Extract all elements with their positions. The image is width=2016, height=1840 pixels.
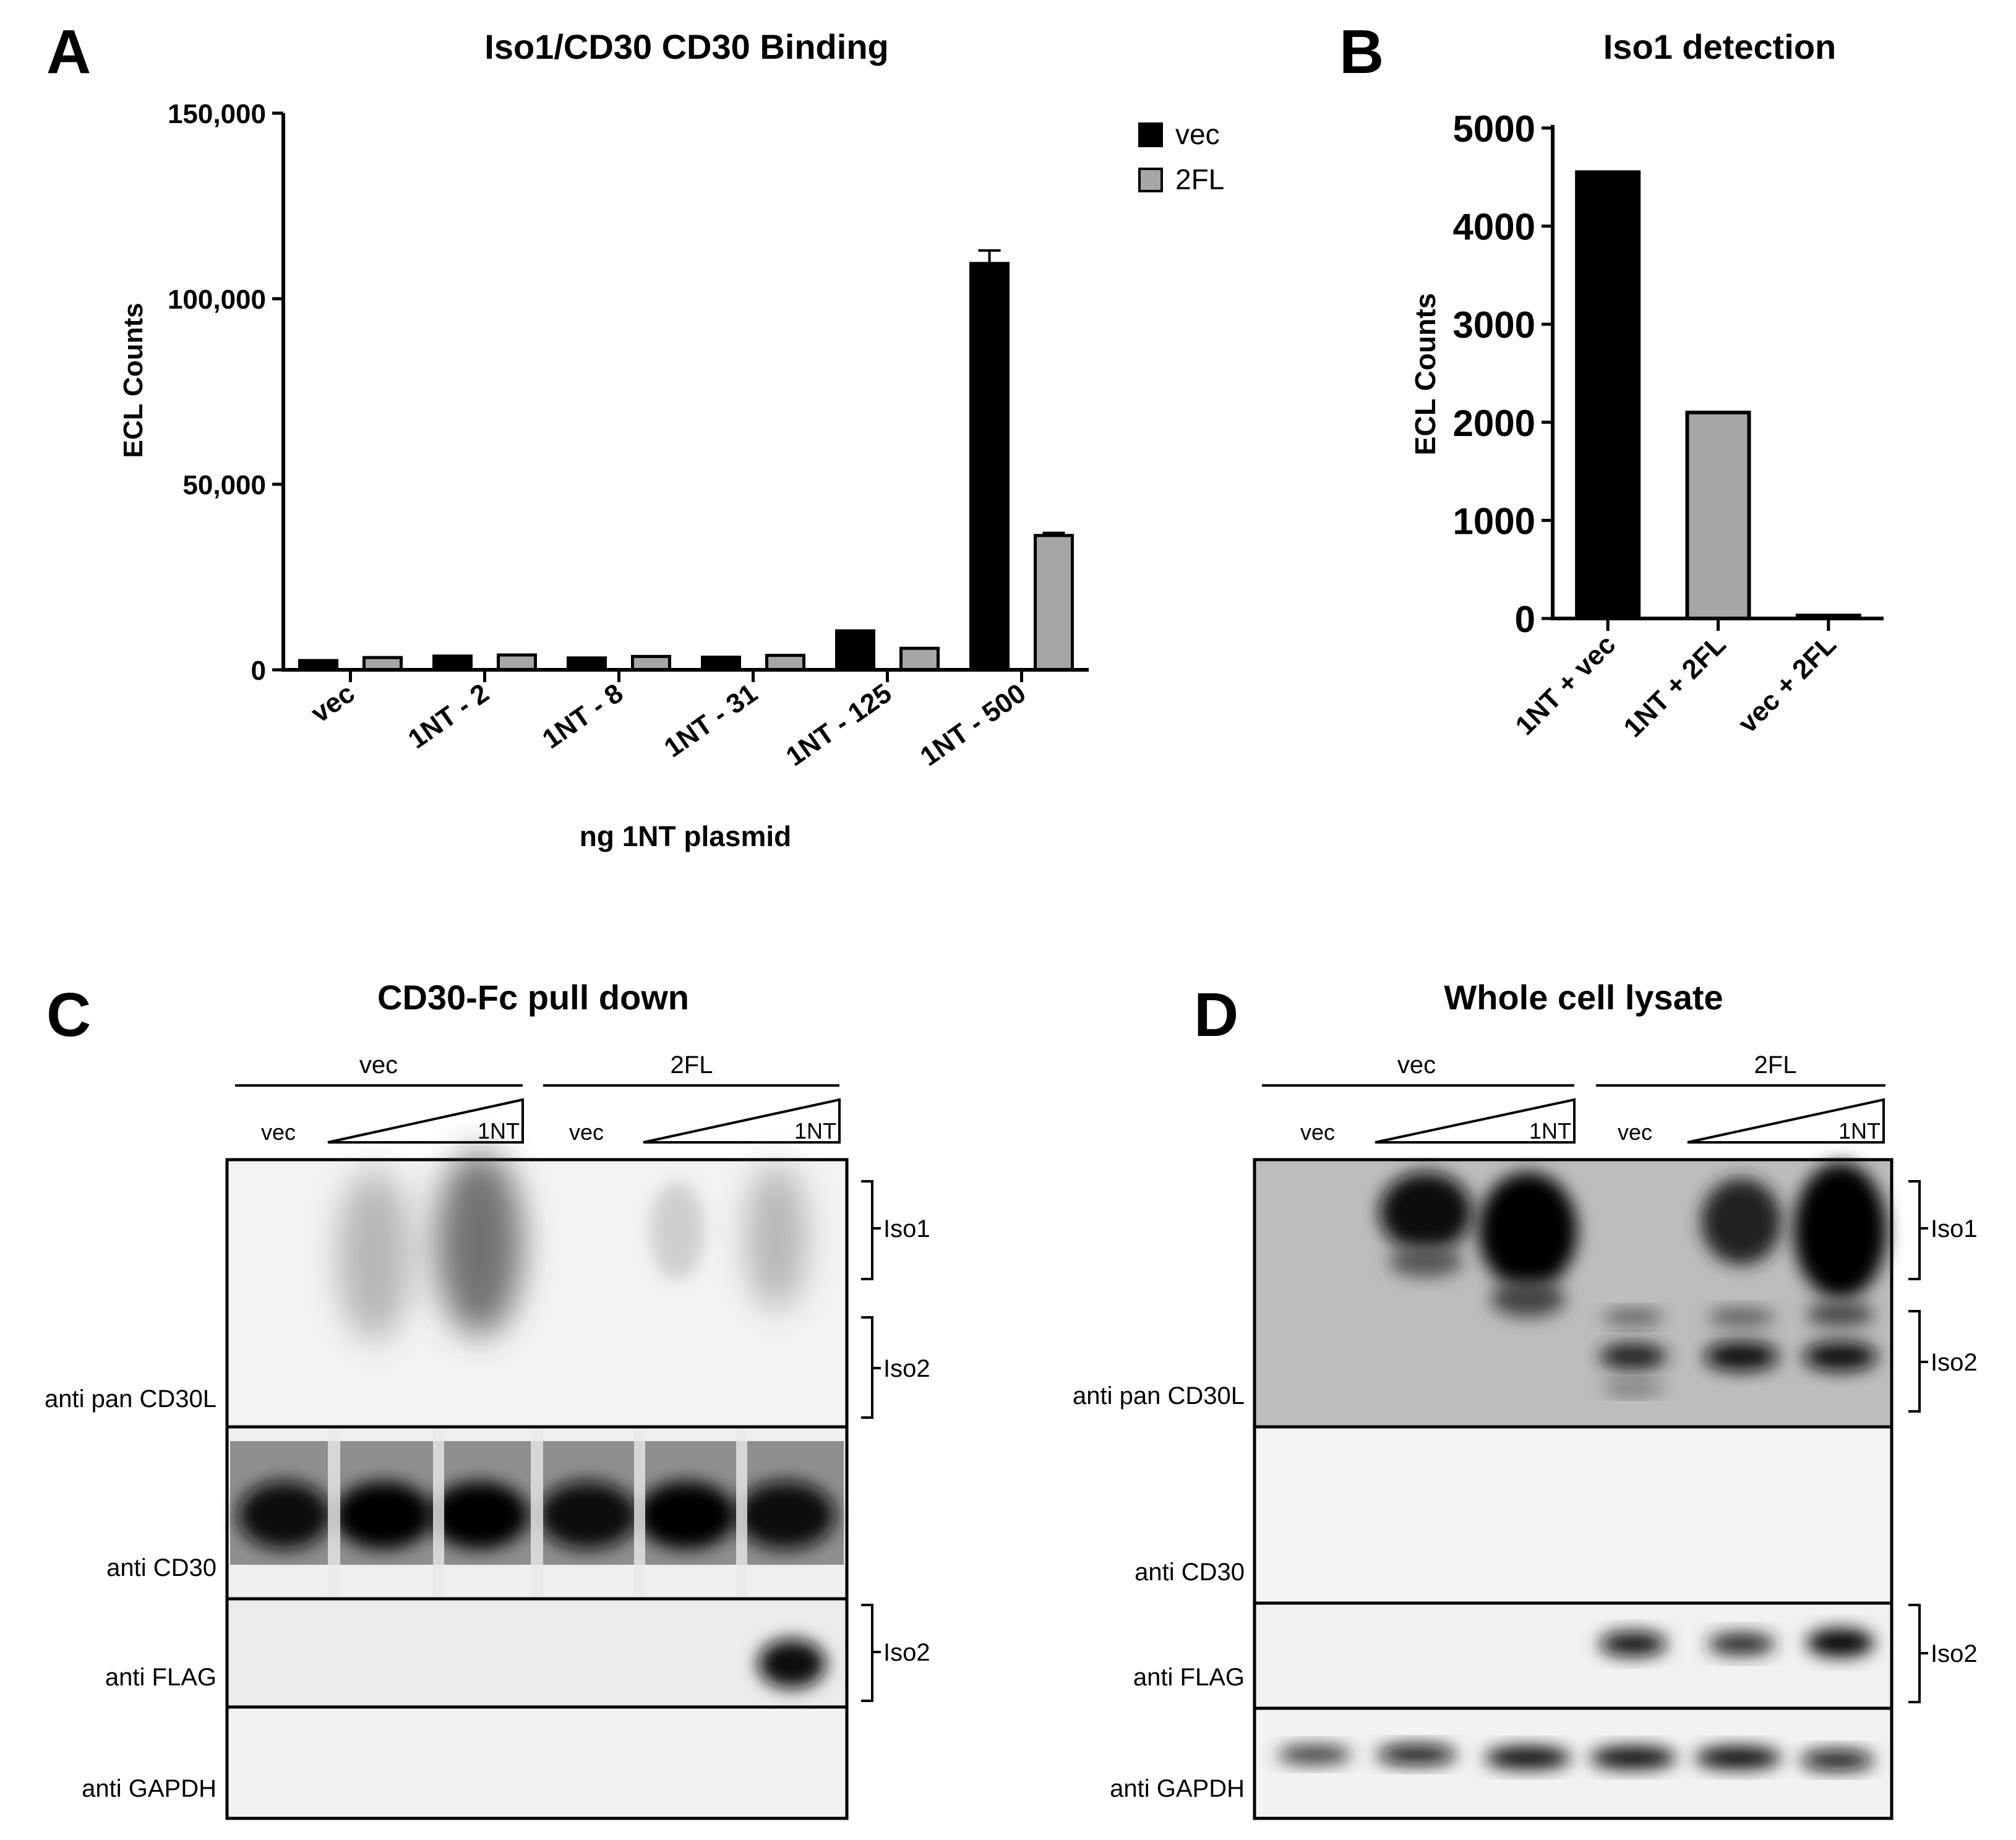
blot-c-title: CD30-Fc pull down <box>377 978 689 1017</box>
blot-c-lane-vec-2: vec <box>569 1119 604 1145</box>
blot-d-bracket-1 <box>1908 1180 1928 1280</box>
chart-a-xtick-label: 1NT - 125 <box>781 678 897 772</box>
blot-d-group-vec: vec <box>1397 1051 1436 1079</box>
blot-d-title: Whole cell lysate <box>1444 978 1723 1017</box>
chart-a-bar <box>631 654 671 672</box>
blot-d-bracket-3-label: Iso2 <box>1931 1640 1978 1667</box>
blot-d-bracket-1-label: Iso1 <box>1931 1215 1978 1243</box>
chart-a: 0 50,000 100,000 150,000 vec 1NT - 2 1NT - 8 1N… <box>168 99 1089 772</box>
blot-d-gapdh <box>1253 1706 1894 1820</box>
blot-c-bracket-1 <box>861 1180 881 1280</box>
blot-c-bracket-1-label: Iso1 <box>883 1215 930 1243</box>
chart-a-title: Iso1/CD30 CD30 Binding <box>484 27 888 66</box>
blot-d-group-2fl: 2FL <box>1754 1051 1797 1079</box>
blot-c-ramp-2-label: 1NT <box>794 1118 836 1144</box>
panel-c: C CD30-Fc pull down vec 2FL vec vec 1NT … <box>45 978 930 1820</box>
chart-a-bar <box>899 646 940 672</box>
blot-c-ramp-1-label: 1NT <box>478 1118 520 1144</box>
blot-d-bracket-2-label: Iso2 <box>1931 1349 1978 1376</box>
blot-d-ramp-2-label: 1NT <box>1838 1118 1881 1144</box>
chart-a-ytick-label: 100,000 <box>168 285 266 315</box>
blot-c-bracket-3-label: Iso2 <box>883 1639 930 1666</box>
blot-c-group-vec: vec <box>359 1051 398 1079</box>
legend-2fl-label: 2FL <box>1175 163 1224 195</box>
blot-d-lane-vec-2: vec <box>1618 1119 1652 1145</box>
chart-b-ytick-label: 5000 <box>1453 108 1535 150</box>
chart-a-bar <box>835 629 875 672</box>
blot-d-cd30 <box>1253 1425 1894 1605</box>
chart-b-xtick-label: 1NT + vec <box>1509 629 1621 741</box>
panel-c-letter: C <box>46 980 91 1050</box>
blot-d-row-4: anti GAPDH <box>1110 1775 1245 1802</box>
chart-a-xlabel: ng 1NT plasmid <box>580 820 791 852</box>
chart-b-xtick-label: 1NT + 2FL <box>1618 629 1731 743</box>
chart-a-bar <box>497 653 537 672</box>
blot-c-row-4: anti GAPDH <box>82 1775 217 1802</box>
chart-a-ylabel: ECL Counts <box>118 303 148 458</box>
blot-d-flag <box>1253 1601 1894 1710</box>
panel-b: B Iso1 detection 0 1000 2000 3000 4000 5000 1N… <box>1339 17 1884 743</box>
blot-d-bracket-2 <box>1908 1310 1928 1413</box>
blot-c-bracket-2-label: Iso2 <box>883 1355 930 1382</box>
chart-b-bar <box>1575 170 1641 620</box>
blot-c-ramp-2 <box>643 1098 841 1144</box>
panel-a: A Iso1/CD30 CD30 Binding 0 50,000 100,000 1… <box>46 17 1224 852</box>
chart-b-ytick-label: 1000 <box>1453 500 1535 542</box>
chart-a-xtick-label: vec <box>306 678 360 729</box>
blot-c-row-1: anti pan CD30L <box>45 1385 217 1413</box>
chart-b-ylabel: ECL Counts <box>1409 293 1441 455</box>
chart-a-xtick-label: 1NT - 500 <box>915 678 1031 772</box>
panel-d-letter: D <box>1194 980 1238 1050</box>
chart-b-xtick-label: vec + 2FL <box>1733 629 1842 738</box>
blot-d-ramp-2 <box>1687 1098 1885 1144</box>
chart-b-ytick-label: 2000 <box>1453 403 1535 444</box>
legend-2fl-swatch <box>1138 168 1163 192</box>
blot-d-row-2: anti CD30 <box>1135 1559 1245 1586</box>
panel-b-letter: B <box>1339 17 1384 87</box>
chart-a-bar <box>765 654 805 672</box>
blot-c-ramp-1 <box>327 1098 524 1144</box>
chart-a-ytick-label: 0 <box>251 656 266 686</box>
blot-c-flag <box>225 1597 849 1709</box>
blot-d-ramp-1 <box>1375 1098 1576 1144</box>
blot-d-lane-vec-1: vec <box>1300 1119 1335 1145</box>
chart-a-bar <box>701 656 741 672</box>
blot-c-lane-vec-1: vec <box>261 1119 296 1145</box>
blot-d-pan-cd30l <box>1253 1158 1894 1429</box>
chart-b-ytick-label: 3000 <box>1453 304 1535 346</box>
blot-c-row-2: anti CD30 <box>106 1554 217 1581</box>
chart-a-ytick-label: 150,000 <box>168 99 266 129</box>
blot-c-pan-cd30l <box>225 1150 849 1429</box>
panel-d: D Whole cell lysate vec 2FL vec vec 1NT … <box>1073 978 1978 1820</box>
chart-b-bar <box>1685 410 1751 620</box>
chart-a-xtick-label: 1NT - 31 <box>659 678 763 763</box>
chart-a-bar <box>1034 534 1074 672</box>
panel-a-letter: A <box>46 17 91 87</box>
blot-d-row-1: anti pan CD30L <box>1073 1382 1245 1410</box>
blot-d-row-3: anti FLAG <box>1133 1664 1245 1691</box>
chart-b-ytick-label: 4000 <box>1453 207 1535 248</box>
chart-a-ytick-label: 50,000 <box>182 470 266 500</box>
legend-vec-label: vec <box>1175 118 1220 150</box>
chart-a-bar <box>432 654 473 672</box>
legend-vec-swatch <box>1138 122 1163 147</box>
blot-c-row-3: anti FLAG <box>105 1664 217 1691</box>
blot-c-gapdh <box>225 1705 849 1820</box>
blot-d-ramp-1-label: 1NT <box>1529 1118 1571 1144</box>
chart-a-bar <box>969 262 1010 672</box>
chart-a-xtick-label: 1NT - 8 <box>537 678 628 755</box>
blot-c-group-2fl: 2FL <box>671 1051 713 1079</box>
chart-b-ytick-label: 0 <box>1515 599 1535 640</box>
blot-c-bracket-3 <box>861 1604 881 1702</box>
blot-c-cd30 <box>225 1425 849 1601</box>
blot-c-bracket-2 <box>861 1316 881 1419</box>
chart-b-title: Iso1 detection <box>1603 27 1837 66</box>
blot-d-bracket-3 <box>1908 1604 1928 1703</box>
chart-a-xtick-label: 1NT - 2 <box>403 678 494 755</box>
